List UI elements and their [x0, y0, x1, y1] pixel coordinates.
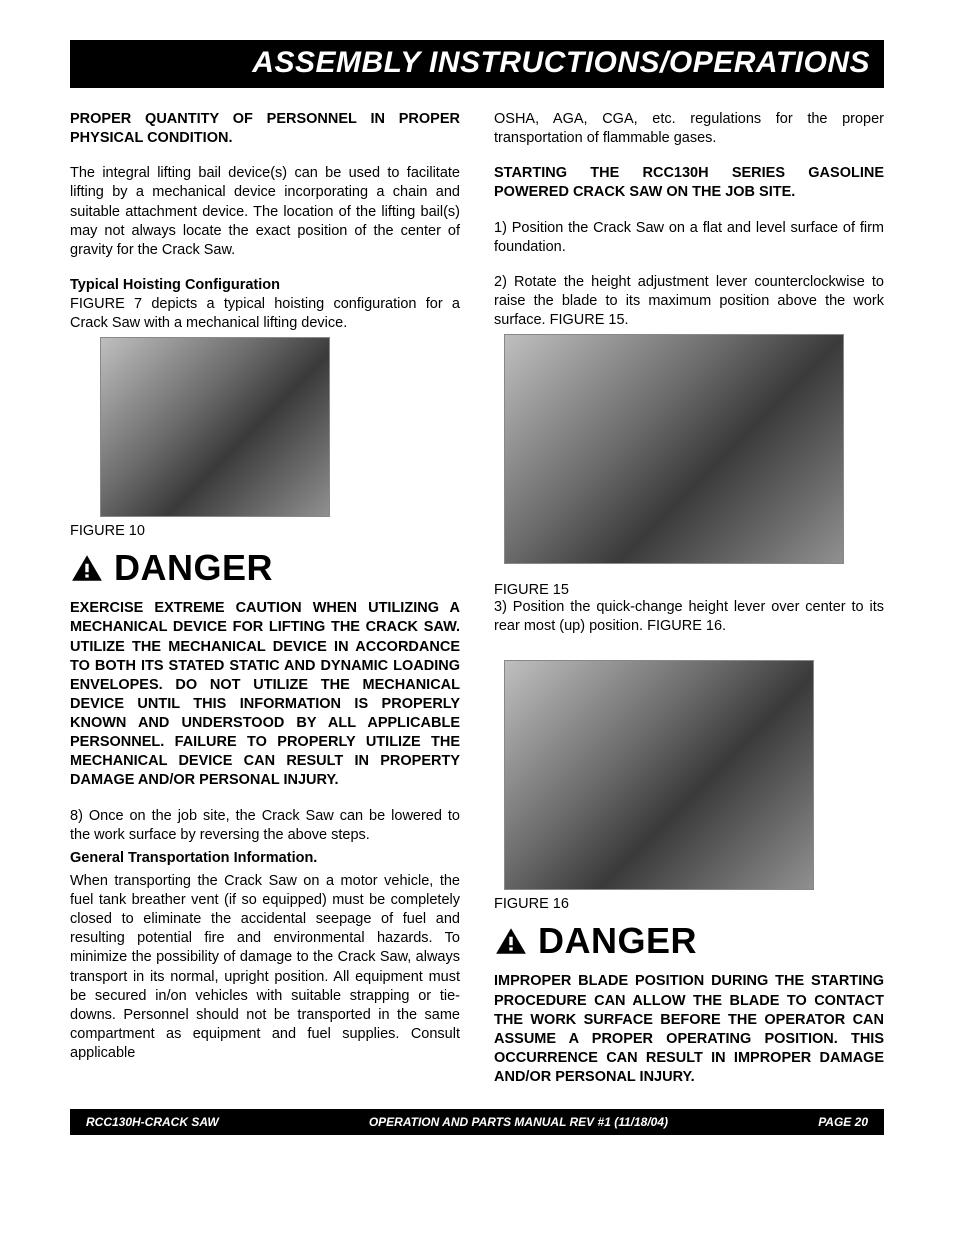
figure-16-image — [504, 660, 814, 890]
right-column: OSHA, AGA, CGA, etc. regulations for the… — [494, 110, 884, 1087]
step-3: 3) Position the quick-change height leve… — [494, 598, 884, 636]
starting-heading: STARTING THE RCC130H SERIES GASOLINE POW… — [494, 164, 884, 202]
footer-left: RCC130H-CRACK SAW — [86, 1115, 219, 1129]
warning-triangle-icon — [70, 553, 104, 583]
figure-10-caption: FIGURE 10 — [70, 523, 460, 539]
hoisting-heading: Typical Hoisting Configuration — [70, 277, 280, 293]
step-2: 2) Rotate the height adjustment lever co… — [494, 273, 884, 330]
lifting-bail-paragraph: The integral lifting bail device(s) can … — [70, 164, 460, 260]
figure-15-caption: FIGURE 15 — [494, 582, 884, 598]
step-1: 1) Position the Crack Saw on a flat and … — [494, 219, 884, 257]
warning-triangle-icon — [494, 926, 528, 956]
danger-block-left: DANGER — [70, 547, 460, 589]
hoisting-body: FIGURE 7 depicts a typical hoisting conf… — [70, 296, 460, 331]
figure-16-caption: FIGURE 16 — [494, 896, 884, 912]
footer-right: PAGE 20 — [818, 1115, 868, 1129]
hoisting-section: Typical Hoisting Configuration FIGURE 7 … — [70, 276, 460, 333]
transport-heading: General Transportation Information. — [70, 849, 460, 868]
danger-body-left: EXERCISE EXTREME CAUTION WHEN UTILIZING … — [70, 599, 460, 790]
danger-label-right: DANGER — [538, 920, 697, 962]
left-column: PROPER QUANTITY OF PERSONNEL IN PROPER P… — [70, 110, 460, 1087]
footer-center: OPERATION AND PARTS MANUAL REV #1 (11/18… — [369, 1115, 668, 1129]
footer-bar: RCC130H-CRACK SAW OPERATION AND PARTS MA… — [70, 1109, 884, 1135]
transport-body: When transporting the Crack Saw on a mot… — [70, 872, 460, 1063]
step-8: 8) Once on the job site, the Crack Saw c… — [70, 807, 460, 845]
page-container: ASSEMBLY INSTRUCTIONS/OPERATIONS PROPER … — [0, 0, 954, 1135]
danger-label-left: DANGER — [114, 547, 273, 589]
osha-paragraph: OSHA, AGA, CGA, etc. regulations for the… — [494, 110, 884, 148]
personnel-warning: PROPER QUANTITY OF PERSONNEL IN PROPER P… — [70, 110, 460, 148]
danger-block-right: DANGER — [494, 920, 884, 962]
header-bar: ASSEMBLY INSTRUCTIONS/OPERATIONS — [70, 40, 884, 88]
danger-body-right: IMPROPER BLADE POSITION DURING THE START… — [494, 972, 884, 1087]
header-title: ASSEMBLY INSTRUCTIONS/OPERATIONS — [252, 46, 870, 79]
figure-15-image — [504, 334, 844, 564]
content-columns: PROPER QUANTITY OF PERSONNEL IN PROPER P… — [70, 110, 884, 1087]
figure-10-image — [100, 337, 330, 517]
